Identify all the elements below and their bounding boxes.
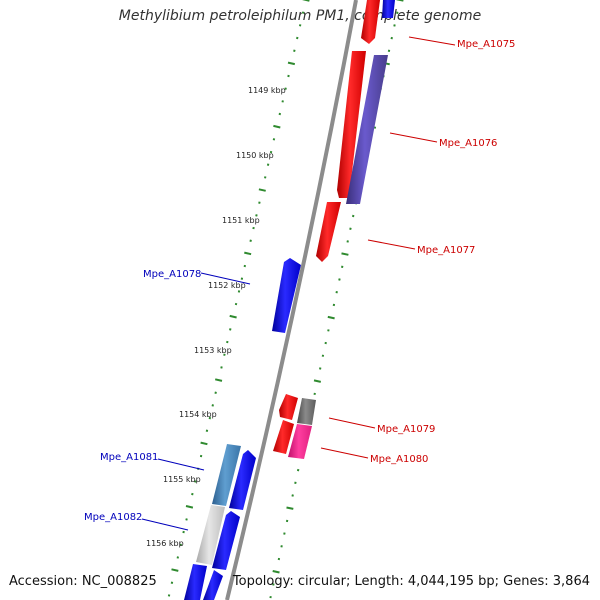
gene-label-mpe-a1079[interactable]: Mpe_A1079 [377, 424, 435, 435]
genome-summary: Topology: circular; Length: 4,044,195 bp… [232, 574, 590, 589]
gene-mpe-a1075[interactable] [361, 0, 380, 44]
gene-top-blue[interactable] [382, 0, 395, 18]
gene-mpe-a1081[interactable] [212, 444, 241, 506]
tick-minor [298, 24, 302, 27]
tick-minor [291, 494, 294, 497]
tick-minor [255, 214, 258, 217]
gene-mpe-a1080[interactable] [288, 424, 312, 459]
tick-minor [349, 227, 352, 230]
gene-label-mpe-a1078[interactable]: Mpe_A1078 [143, 269, 201, 280]
tick-track-inner [167, 0, 310, 597]
tick-minor [396, 11, 399, 14]
tick-minor [293, 49, 296, 52]
tick-major [327, 315, 335, 320]
tick-major [272, 570, 280, 574]
tick-minor [272, 138, 276, 141]
gene-mpe-a1082[interactable] [196, 505, 225, 565]
gene-blue-1155[interactable] [229, 450, 256, 510]
tick-minor [205, 429, 209, 432]
scale-label-1149: 1149 kbp [248, 86, 286, 95]
tick-major [273, 124, 281, 129]
tick-minor [338, 278, 341, 281]
tick-major [313, 379, 322, 383]
gene-mpe-a1077[interactable] [316, 202, 341, 262]
tick-minor [269, 150, 273, 154]
leader-lines [141, 36, 456, 531]
tick-minor [185, 518, 188, 521]
gene-blue-bottom-b[interactable] [203, 570, 223, 600]
gene-labels: Mpe_A1075 Mpe_A1076 Mpe_A1077 Mpe_A1078 … [84, 39, 515, 523]
gene-label-mpe-a1080[interactable]: Mpe_A1080 [370, 454, 428, 465]
scale-label-1156: 1156 kbp [146, 539, 184, 548]
tick-minor [208, 416, 212, 420]
gene-mpe-a1076-reverse[interactable] [346, 55, 388, 204]
tick-minor [296, 36, 299, 40]
tick-minor [167, 594, 171, 597]
genome-backbone [225, 0, 358, 600]
tick-major [287, 61, 296, 66]
gene-label-mpe-a1076[interactable]: Mpe_A1076 [439, 138, 497, 149]
scale-label-1155: 1155 kbp [163, 475, 201, 484]
tick-major [214, 378, 223, 382]
scale-label-1154: 1154 kbp [179, 410, 217, 419]
gene-mpe-a1076[interactable] [337, 51, 366, 198]
gene-label-mpe-a1075[interactable]: Mpe_A1075 [457, 39, 515, 50]
tick-major [185, 505, 194, 509]
gene-blue-1156[interactable] [212, 511, 240, 570]
gene-label-mpe-a1077[interactable]: Mpe_A1077 [417, 245, 475, 256]
scale-labels: 1149 kbp 1150 kbp 1151 kbp 1152 kbp 1153… [146, 86, 286, 548]
tick-minor [211, 404, 214, 407]
accession-label: Accession: NC_008825 [9, 574, 157, 589]
scale-label-1152: 1152 kbp [208, 281, 246, 290]
gene-mpe-a1079-a[interactable] [279, 394, 298, 420]
tick-major [396, 0, 404, 2]
gene-features [184, 0, 395, 600]
gene-label-mpe-a1082[interactable]: Mpe_A1082 [84, 512, 142, 523]
tick-minor [234, 302, 238, 306]
tick-minor [170, 581, 174, 585]
tick-major [171, 568, 179, 572]
tick-major [200, 441, 208, 446]
scale-label-1153: 1153 kbp [194, 346, 232, 355]
gene-blue-bottom-a[interactable] [184, 564, 207, 600]
gene-label-mpe-a1081[interactable]: Mpe_A1081 [100, 452, 158, 463]
tick-minor [390, 36, 393, 40]
tick-major [229, 314, 237, 319]
gene-mpe-a1079-b[interactable] [273, 420, 294, 454]
tick-major [302, 0, 310, 2]
tick-minor [229, 328, 232, 331]
tick-minor [194, 480, 197, 483]
tick-major [258, 188, 266, 192]
gene-mpe-a1079[interactable] [297, 398, 316, 425]
tick-minor [252, 226, 255, 230]
tick-minor [249, 239, 252, 242]
tick-minor [191, 492, 194, 496]
tick-minor [296, 468, 300, 472]
gene-mpe-a1078[interactable] [272, 258, 301, 333]
tick-major [286, 506, 294, 510]
tick-major [244, 251, 252, 256]
tick-major [341, 252, 349, 256]
scale-label-1150: 1150 kbp [236, 151, 274, 160]
scale-label-1151: 1151 kbp [222, 216, 260, 225]
tick-minor [214, 391, 217, 394]
